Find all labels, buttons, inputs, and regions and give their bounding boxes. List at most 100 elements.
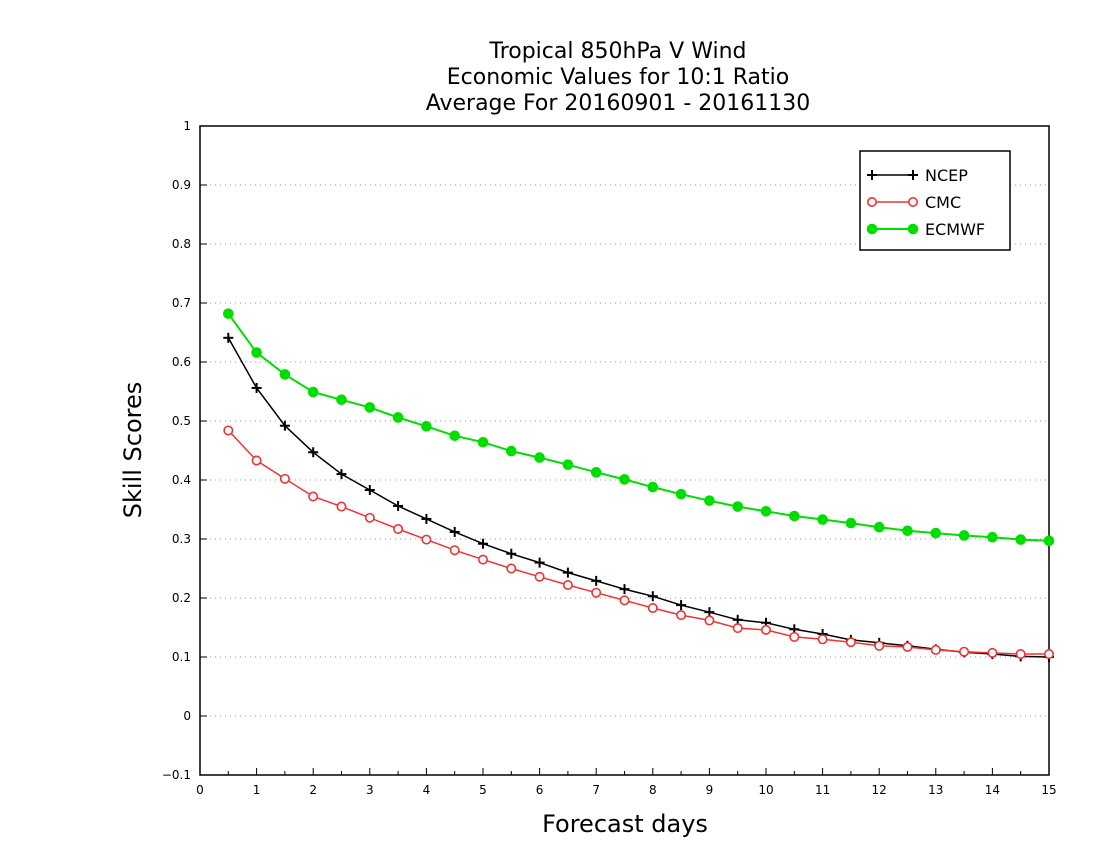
x-tick-label: 1 [253, 783, 261, 797]
axis-ticks: −0.100.10.20.30.40.50.60.70.80.910 1 2 3 4 5 6… [162, 119, 1057, 797]
series-ecmwf-marker [449, 430, 461, 442]
series-ecmwf [223, 308, 1055, 547]
legend-label: CMC [925, 193, 961, 212]
series-cmc-marker [874, 640, 885, 651]
series-cmc-marker [1044, 649, 1055, 660]
series-cmc-marker [760, 624, 771, 635]
series-cmc-marker [534, 571, 545, 582]
series-ncep-marker [619, 584, 630, 595]
x-tick-label: 11 [815, 783, 830, 797]
y-tick-label: −0.1 [162, 768, 191, 782]
y-tick-label: 0.6 [172, 355, 191, 369]
series-ncep-line [227, 337, 1050, 658]
series-cmc-marker [732, 623, 743, 634]
series-cmc-marker [704, 615, 715, 626]
series-ecmwf-marker [817, 514, 828, 525]
y-tick-label: 0.5 [172, 414, 191, 428]
series-ecmwf-marker [619, 474, 630, 485]
series-ncep-marker [562, 567, 573, 578]
series-ecmwf-marker [1015, 534, 1027, 545]
series-cmc-marker [987, 647, 998, 658]
series-ecmwf-line [227, 313, 1050, 542]
series-group [223, 308, 1055, 662]
series-cmc-marker [279, 473, 290, 484]
series-ecmwf-marker [506, 445, 517, 457]
x-tick-label: 2 [309, 783, 317, 797]
series-cmc-marker [789, 631, 800, 642]
series-cmc-marker [336, 501, 347, 512]
series-ecmwf-marker [251, 347, 262, 358]
x-tick-label: 10 [758, 783, 773, 797]
series-cmc-marker [959, 646, 970, 657]
x-tick-label: 12 [872, 783, 887, 797]
x-tick-label: 0 [196, 783, 204, 797]
series-ncep-marker [223, 332, 234, 343]
x-axis-label: Forecast days [542, 810, 708, 838]
series-cmc-marker [393, 523, 404, 534]
series-ecmwf-marker [364, 402, 376, 413]
title-line-2: Economic Values for 10:1 Ratio [447, 65, 789, 90]
y-tick-label: 1 [183, 119, 191, 133]
legend: NCEP CMC ECMWF [859, 150, 1011, 251]
series-ecmwf-marker [789, 510, 800, 522]
legend-item-ncep: NCEP [867, 166, 968, 185]
x-tick-label: 9 [706, 783, 714, 797]
series-ecmwf-marker [307, 386, 319, 398]
series-ncep-marker [336, 469, 347, 480]
series-ncep-marker [478, 538, 488, 549]
series-ecmwf-marker [845, 517, 857, 529]
series-cmc-marker [562, 580, 573, 591]
series-ecmwf-marker [477, 436, 489, 448]
series-cmc-marker [817, 634, 828, 645]
series-ecmwf-marker [647, 481, 659, 493]
y-tick-label: 0.8 [172, 237, 191, 251]
series-ecmwf-marker [1043, 535, 1055, 547]
series-ecmwf-marker [902, 525, 913, 537]
y-tick-label: 0.4 [172, 473, 191, 487]
series-ecmwf-marker [392, 412, 404, 423]
x-tick-label: 4 [423, 783, 431, 797]
series-ecmwf-marker [987, 531, 998, 543]
legend-label: NCEP [925, 166, 968, 185]
y-tick-label: 0.3 [172, 532, 191, 546]
series-ncep-marker [308, 447, 319, 458]
series-cmc-marker [251, 455, 262, 466]
series-cmc-marker [902, 641, 913, 652]
legend-cmc-start-marker [866, 197, 877, 208]
series-cmc-marker [449, 545, 460, 556]
series-ncep-marker [506, 548, 517, 559]
legend-item-cmc: CMC [866, 193, 961, 212]
legend-ecmwf-start-marker [866, 223, 878, 235]
series-cmc-marker [308, 491, 319, 502]
series-cmc-line [227, 429, 1049, 655]
y-tick-label: 0.9 [172, 178, 191, 192]
grid [200, 184, 1049, 717]
series-ecmwf-marker [223, 308, 234, 319]
series-cmc-marker [591, 587, 602, 598]
series-cmc-marker [676, 610, 687, 621]
legend-box [859, 150, 1011, 251]
series-ecmwf-marker [930, 527, 942, 539]
x-tick-label: 8 [649, 783, 657, 797]
legend-label: ECMWF [925, 220, 985, 239]
y-tick-label: 0.7 [172, 296, 191, 310]
series-ecmwf-marker [421, 421, 432, 432]
series-cmc-marker [845, 637, 856, 648]
series-cmc-marker [647, 603, 658, 614]
x-tick-label: 14 [985, 783, 1000, 797]
legend-item-ecmwf: ECMWF [866, 220, 985, 239]
series-cmc [223, 425, 1055, 660]
x-tick-label: 15 [1041, 783, 1056, 797]
y-tick-label: 0 [183, 709, 191, 723]
series-ecmwf-marker [873, 521, 885, 533]
series-cmc-marker [619, 595, 630, 606]
series-cmc-marker [477, 554, 488, 565]
series-ecmwf-marker [562, 459, 574, 470]
series-ecmwf-marker [534, 452, 545, 463]
legend-ecmwf-end-marker [907, 223, 919, 235]
series-ecmwf-marker [336, 394, 347, 406]
series-cmc-marker [223, 425, 234, 436]
title-line-1: Tropical 850hPa V Wind [488, 39, 746, 64]
series-ecmwf-marker [732, 501, 744, 512]
